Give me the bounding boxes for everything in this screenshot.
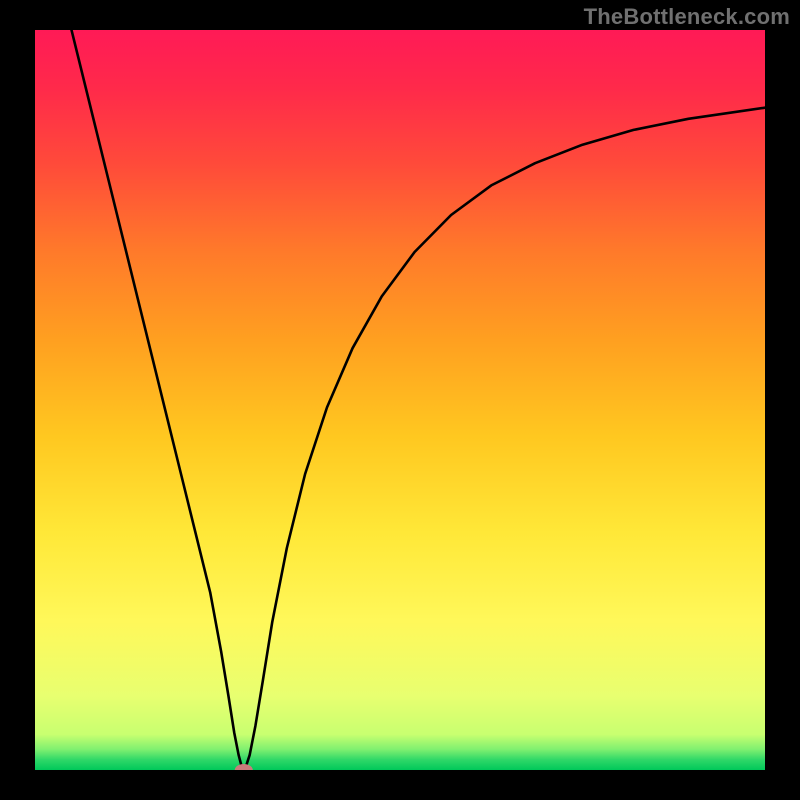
chart-container: TheBottleneck.com bbox=[0, 0, 800, 800]
bottleneck-chart bbox=[0, 0, 800, 800]
watermark-text: TheBottleneck.com bbox=[584, 4, 790, 30]
optimal-point-marker bbox=[235, 764, 253, 776]
plot-background bbox=[35, 30, 765, 770]
